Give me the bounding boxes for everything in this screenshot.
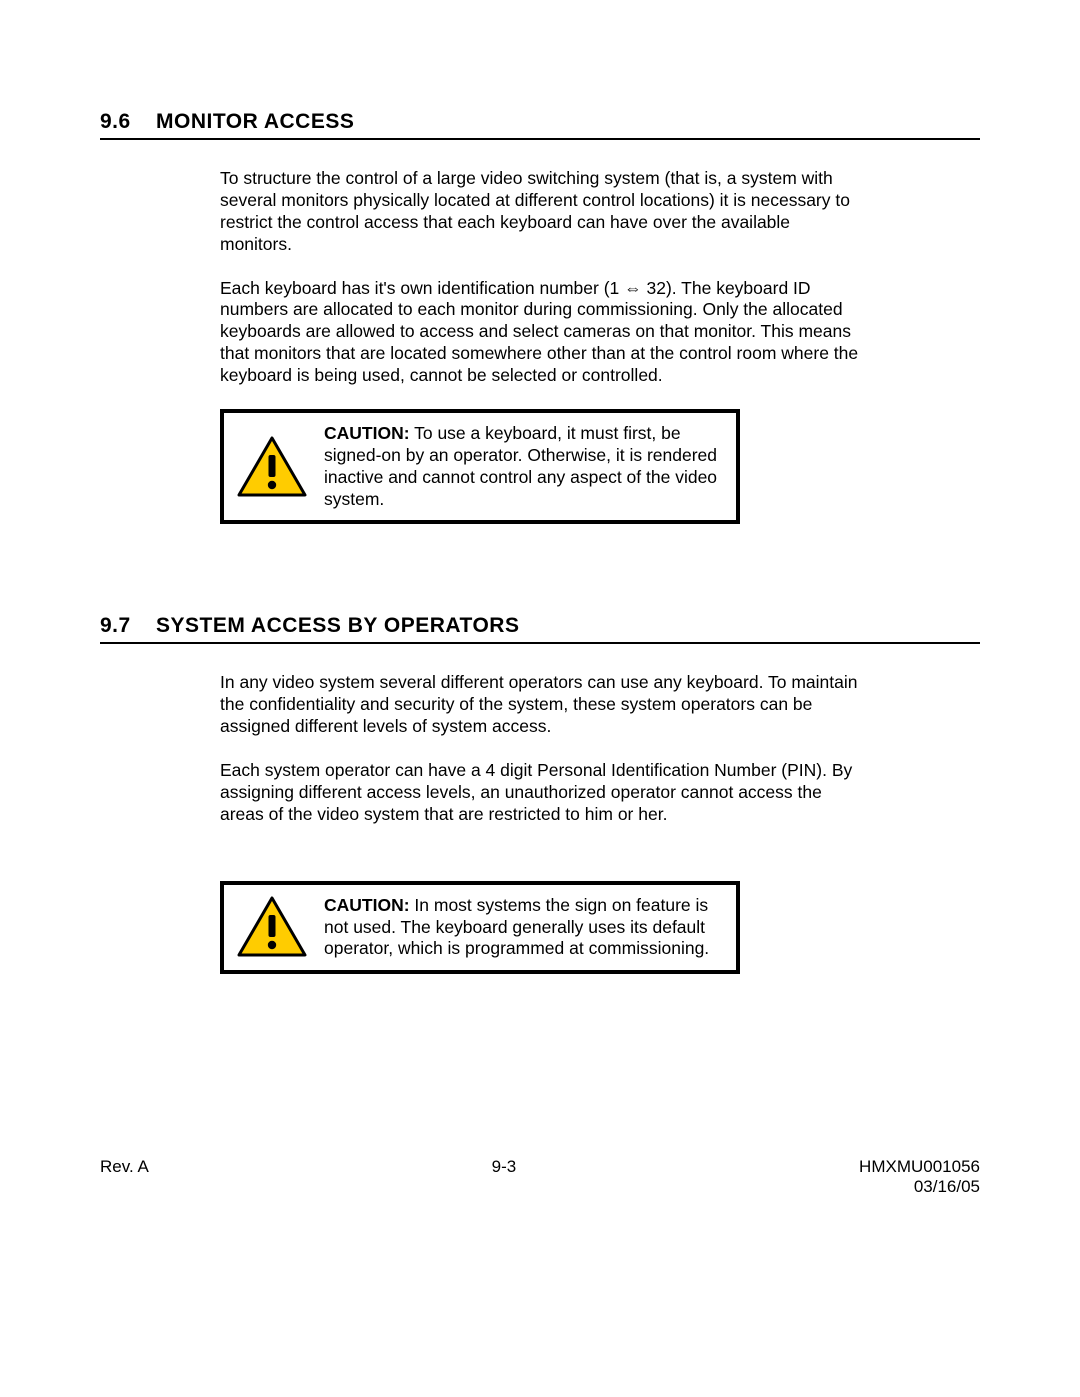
section-heading-9-7: 9.7 SYSTEM ACCESS BY OPERATORS bbox=[100, 614, 980, 644]
document-page: 9.6 MONITOR ACCESS To structure the cont… bbox=[0, 0, 1080, 1397]
footer-revision: Rev. A bbox=[100, 1157, 149, 1177]
body-paragraph: To structure the control of a large vide… bbox=[220, 168, 860, 256]
caution-box: CAUTION: In most systems the sign on fea… bbox=[220, 881, 740, 975]
footer-docinfo: HMXMU001056 03/16/05 bbox=[859, 1157, 980, 1197]
body-paragraph: Each keyboard has it's own identificatio… bbox=[220, 278, 860, 387]
caution-label: CAUTION: bbox=[324, 895, 410, 915]
caution-text: CAUTION: In most systems the sign on fea… bbox=[324, 895, 722, 961]
section-heading-9-6: 9.6 MONITOR ACCESS bbox=[100, 110, 980, 140]
section-number: 9.7 bbox=[100, 614, 156, 638]
section-title: SYSTEM ACCESS BY OPERATORS bbox=[156, 614, 519, 638]
body-paragraph: Each system operator can have a 4 digit … bbox=[220, 760, 860, 826]
footer-date: 03/16/05 bbox=[859, 1177, 980, 1197]
footer-docid: HMXMU001056 bbox=[859, 1157, 980, 1177]
caution-box: CAUTION: To use a keyboard, it must firs… bbox=[220, 409, 740, 525]
section-number: 9.6 bbox=[100, 110, 156, 134]
warning-triangle-icon bbox=[236, 435, 308, 499]
warning-triangle-icon bbox=[236, 895, 308, 959]
page-footer: Rev. A 9-3 HMXMU001056 03/16/05 bbox=[100, 1157, 980, 1197]
caution-label: CAUTION: bbox=[324, 423, 410, 443]
section-title: MONITOR ACCESS bbox=[156, 110, 354, 134]
footer-page-number: 9-3 bbox=[149, 1157, 859, 1177]
caution-text: CAUTION: To use a keyboard, it must firs… bbox=[324, 423, 722, 511]
body-paragraph: In any video system several different op… bbox=[220, 672, 860, 738]
